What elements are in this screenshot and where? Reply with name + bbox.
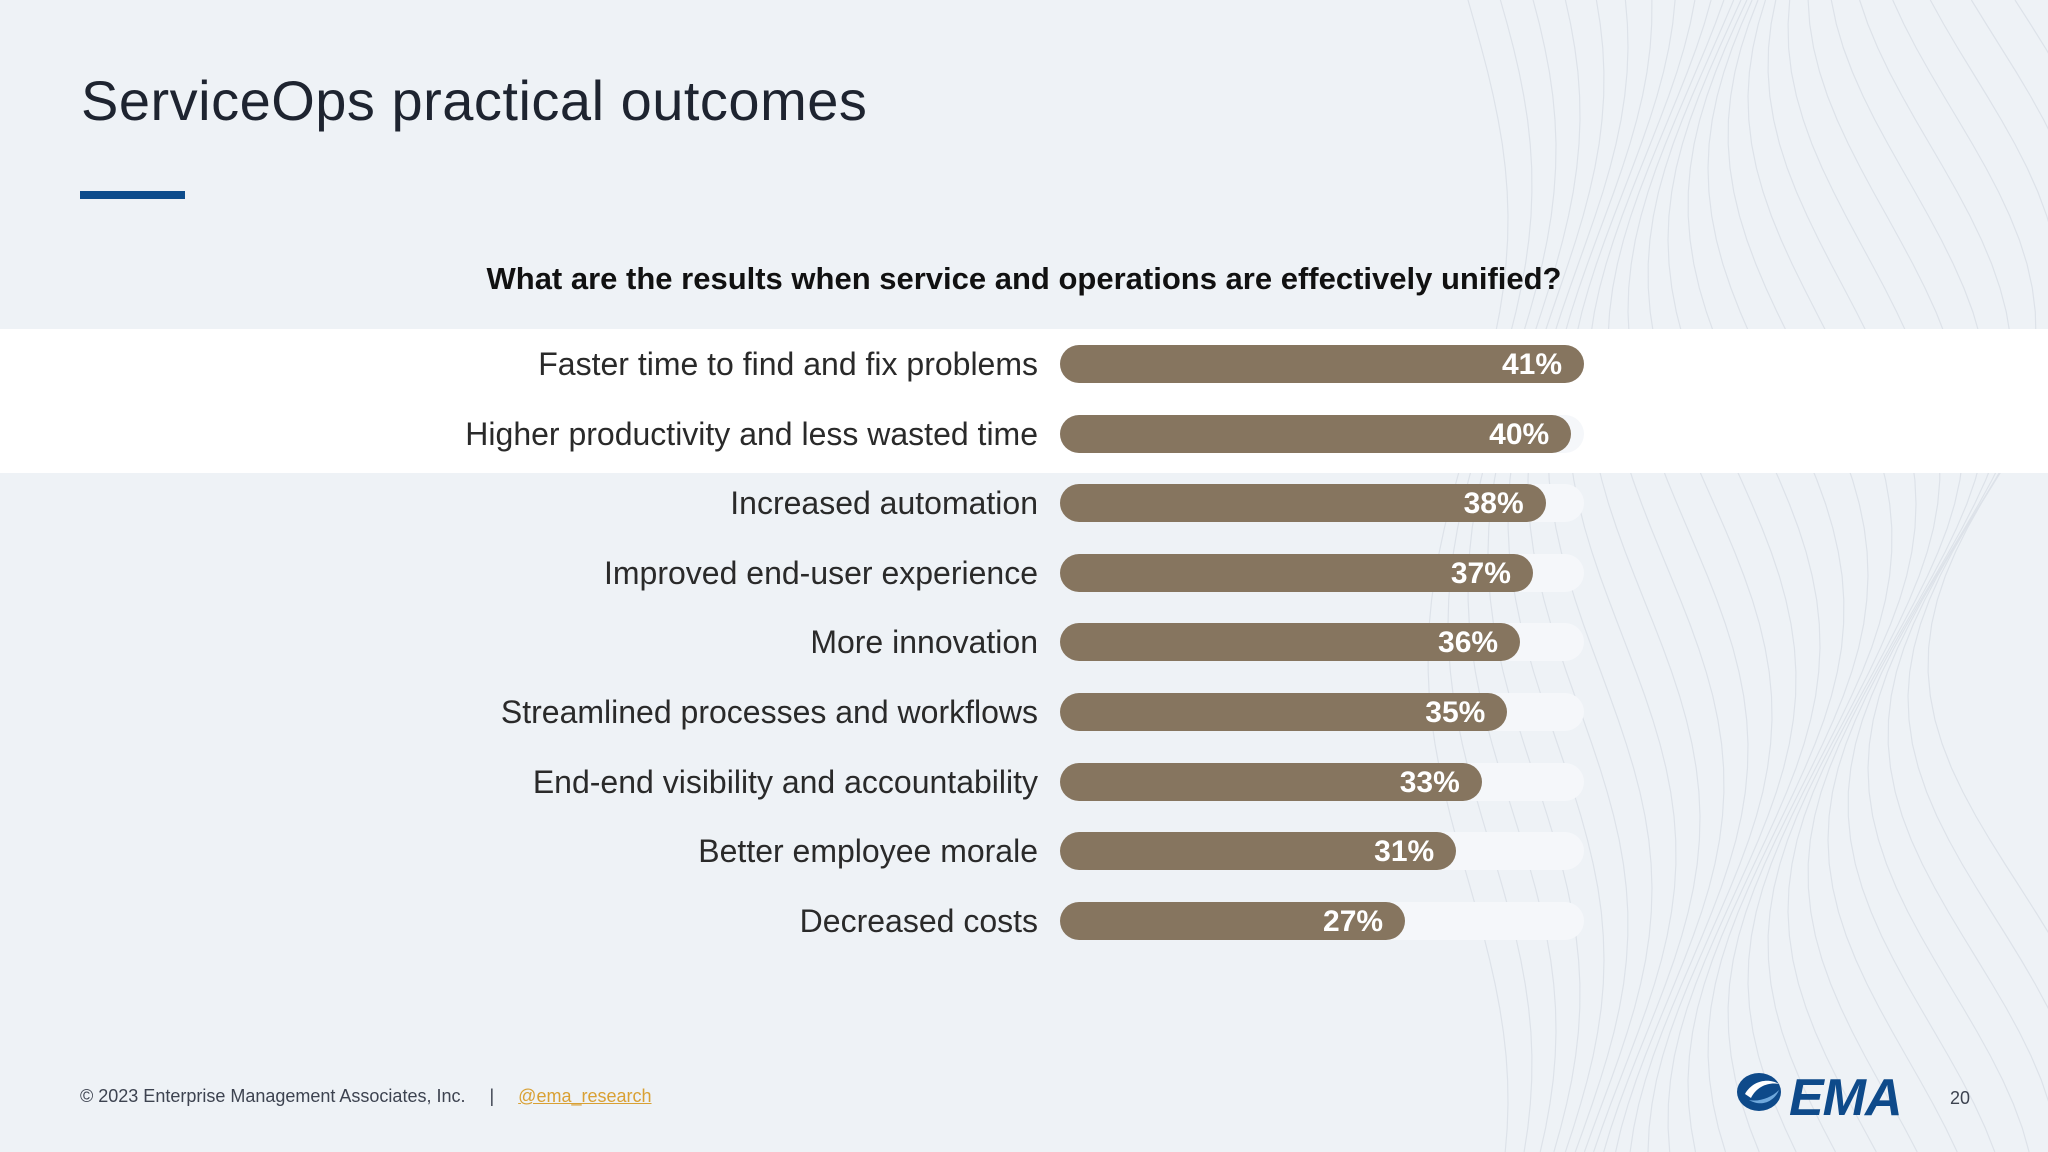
bar-row: Streamlined processes and workflows 35%: [0, 690, 2048, 734]
bar: 33%: [1060, 762, 1482, 801]
category-label: Decreased costs: [799, 902, 1038, 939]
category-label: Better employee morale: [698, 833, 1038, 870]
category-label: Increased automation: [730, 485, 1038, 522]
value-label: 36%: [1438, 626, 1499, 660]
category-label: End-end visibility and accountability: [532, 763, 1038, 800]
chart-title: What are the results when service and op…: [486, 261, 1562, 296]
value-label: 38%: [1463, 487, 1524, 521]
bar-row: Decreased costs 27%: [0, 899, 2048, 943]
bar-row: More innovation 36%: [0, 620, 2048, 664]
wave-line: [1747, 0, 1893, 1152]
value-label: 31%: [1374, 835, 1435, 869]
bar: 41%: [1060, 345, 1584, 383]
footer-separator: |: [489, 1086, 495, 1106]
wave-line: [1827, 0, 1989, 1152]
title-underline: [80, 191, 185, 199]
category-label: Faster time to find and fix problems: [538, 346, 1038, 382]
bar: 27%: [1060, 901, 1406, 940]
wave-line: [1907, 0, 2048, 1010]
bar: 40%: [1060, 414, 1572, 453]
bar: 38%: [1060, 484, 1546, 523]
highlight-band: [0, 329, 2048, 473]
category-label: Improved end-user experience: [603, 554, 1038, 591]
ema-swoosh-icon: [1737, 1073, 1781, 1111]
wave-line: [1627, 0, 1749, 1152]
wave-line: [1927, 0, 2048, 934]
value-label: 35%: [1425, 696, 1486, 729]
wave-line: [1587, 0, 1701, 1152]
bar-track: 41%: [1060, 345, 1584, 383]
bar-track: 33%: [1060, 762, 1584, 801]
wave-line: [1687, 0, 1821, 1152]
value-label: 37%: [1450, 556, 1511, 590]
wave-line: [1667, 0, 1797, 1152]
slide-title: ServiceOps practical outcomes: [81, 69, 868, 132]
wave-line: [1867, 0, 2037, 1152]
bar: 37%: [1060, 553, 1533, 592]
bar-track: 27%: [1060, 901, 1584, 940]
wave-line: [1807, 0, 1965, 1152]
bar-track: 37%: [1060, 553, 1584, 592]
bar-track: 36%: [1060, 623, 1584, 662]
wave-line: [1887, 0, 2048, 1102]
value-label: 40%: [1489, 417, 1550, 451]
bar-track: 38%: [1060, 484, 1584, 523]
wave-line: [1607, 0, 1725, 1152]
bar-track: 31%: [1060, 832, 1584, 871]
bar-row: Improved end-user experience 37%: [0, 551, 2048, 595]
wave-line: [1767, 0, 1917, 1152]
logo-text: EMA: [1789, 1069, 1903, 1127]
background-wave-pattern: [1427, 0, 2048, 1152]
value-label: 41%: [1501, 348, 1562, 381]
social-link[interactable]: @ema_research: [518, 1086, 652, 1106]
wave-line: [1567, 0, 1677, 1152]
bar: 35%: [1060, 693, 1508, 731]
bar-row: Increased automation 38%: [0, 481, 2048, 525]
bar-row: End-end visibility and accountability 33%: [0, 760, 2048, 804]
wave-line: [1847, 0, 2013, 1152]
footer: © 2023 Enterprise Management Associates,…: [80, 1086, 652, 1107]
bar-row: Higher productivity and less wasted time…: [0, 412, 2048, 456]
bar-row: Better employee morale 31%: [0, 829, 2048, 873]
page-number: 20: [1950, 1088, 1971, 1108]
bar-row: Faster time to find and fix problems 41%: [0, 342, 2048, 386]
wave-line: [1787, 0, 1941, 1152]
bar: 36%: [1060, 623, 1521, 662]
category-label: Higher productivity and less wasted time: [465, 415, 1038, 452]
wave-line: [1647, 0, 1773, 1152]
value-label: 27%: [1323, 904, 1384, 938]
copyright-text: © 2023 Enterprise Management Associates,…: [80, 1086, 466, 1106]
value-label: 33%: [1399, 765, 1460, 799]
bar: 31%: [1060, 832, 1457, 871]
category-label: More innovation: [810, 624, 1038, 661]
wave-line: [1707, 0, 1845, 1152]
bar-track: 35%: [1060, 693, 1584, 731]
category-label: Streamlined processes and workflows: [500, 694, 1038, 730]
bar-track: 40%: [1060, 414, 1584, 453]
ema-logo: EMA: [1735, 1066, 1915, 1126]
wave-line: [1727, 0, 1869, 1152]
